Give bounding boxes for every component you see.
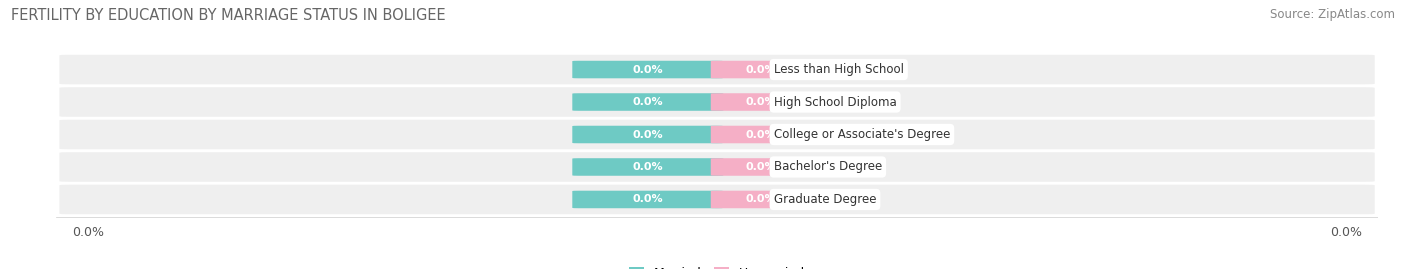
Text: High School Diploma: High School Diploma: [773, 95, 897, 108]
FancyBboxPatch shape: [572, 191, 723, 208]
Text: 0.0%: 0.0%: [745, 97, 776, 107]
FancyBboxPatch shape: [59, 185, 1375, 214]
Text: 0.0%: 0.0%: [633, 194, 664, 204]
Text: FERTILITY BY EDUCATION BY MARRIAGE STATUS IN BOLIGEE: FERTILITY BY EDUCATION BY MARRIAGE STATU…: [11, 8, 446, 23]
Text: 0.0%: 0.0%: [745, 129, 776, 140]
FancyBboxPatch shape: [59, 55, 1375, 84]
Text: Bachelor's Degree: Bachelor's Degree: [773, 161, 882, 174]
Legend: Married, Unmarried: Married, Unmarried: [628, 267, 806, 269]
FancyBboxPatch shape: [711, 158, 811, 176]
Text: 0.0%: 0.0%: [745, 65, 776, 75]
Text: 0.0%: 0.0%: [745, 162, 776, 172]
FancyBboxPatch shape: [572, 158, 723, 176]
Text: Less than High School: Less than High School: [773, 63, 904, 76]
FancyBboxPatch shape: [59, 152, 1375, 182]
FancyBboxPatch shape: [572, 93, 723, 111]
FancyBboxPatch shape: [59, 120, 1375, 149]
Text: 0.0%: 0.0%: [745, 194, 776, 204]
FancyBboxPatch shape: [572, 61, 723, 78]
Text: College or Associate's Degree: College or Associate's Degree: [773, 128, 950, 141]
FancyBboxPatch shape: [711, 93, 811, 111]
FancyBboxPatch shape: [59, 87, 1375, 117]
Text: 0.0%: 0.0%: [633, 65, 664, 75]
Text: 0.0%: 0.0%: [633, 162, 664, 172]
Text: 0.0%: 0.0%: [633, 97, 664, 107]
FancyBboxPatch shape: [572, 126, 723, 143]
Text: 0.0%: 0.0%: [633, 129, 664, 140]
FancyBboxPatch shape: [711, 191, 811, 208]
Text: Source: ZipAtlas.com: Source: ZipAtlas.com: [1270, 8, 1395, 21]
Text: Graduate Degree: Graduate Degree: [773, 193, 876, 206]
FancyBboxPatch shape: [711, 126, 811, 143]
FancyBboxPatch shape: [711, 61, 811, 78]
